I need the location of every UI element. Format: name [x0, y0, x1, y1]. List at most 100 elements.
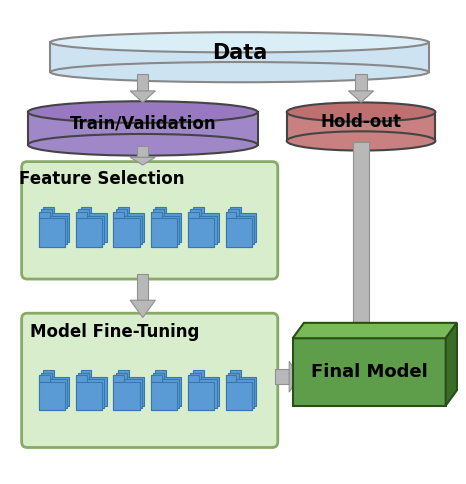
Text: Data: Data	[212, 43, 267, 63]
Polygon shape	[230, 207, 241, 213]
Polygon shape	[76, 218, 102, 247]
Polygon shape	[193, 377, 219, 406]
Polygon shape	[226, 218, 252, 247]
Polygon shape	[274, 369, 289, 384]
Polygon shape	[289, 362, 299, 392]
Polygon shape	[118, 370, 129, 377]
Polygon shape	[226, 375, 236, 381]
Polygon shape	[130, 91, 155, 103]
Polygon shape	[155, 213, 181, 242]
Polygon shape	[39, 212, 49, 218]
Ellipse shape	[50, 32, 429, 52]
Polygon shape	[76, 381, 102, 410]
Polygon shape	[43, 207, 54, 213]
Polygon shape	[151, 381, 177, 410]
Text: Hold-out: Hold-out	[321, 113, 402, 131]
FancyBboxPatch shape	[21, 313, 278, 448]
Polygon shape	[293, 338, 445, 406]
Polygon shape	[118, 377, 144, 406]
Polygon shape	[137, 74, 148, 91]
Polygon shape	[81, 370, 91, 377]
Polygon shape	[228, 215, 254, 244]
Polygon shape	[41, 215, 67, 244]
Polygon shape	[191, 379, 217, 408]
Polygon shape	[118, 207, 129, 213]
Polygon shape	[188, 381, 214, 410]
Polygon shape	[353, 142, 369, 343]
Polygon shape	[43, 377, 69, 406]
Polygon shape	[39, 218, 65, 247]
Polygon shape	[153, 379, 179, 408]
Polygon shape	[188, 218, 214, 247]
Text: Model Fine-Tuning: Model Fine-Tuning	[30, 323, 199, 342]
Polygon shape	[226, 375, 236, 381]
Polygon shape	[153, 373, 164, 379]
Polygon shape	[39, 212, 49, 218]
Polygon shape	[114, 375, 124, 381]
Polygon shape	[356, 74, 367, 91]
Polygon shape	[118, 213, 144, 242]
Polygon shape	[114, 212, 124, 218]
Polygon shape	[188, 375, 199, 381]
Polygon shape	[114, 381, 140, 410]
Polygon shape	[76, 218, 102, 247]
Polygon shape	[230, 213, 256, 242]
Polygon shape	[114, 212, 124, 218]
Polygon shape	[114, 381, 140, 410]
Polygon shape	[445, 323, 457, 406]
Polygon shape	[39, 381, 65, 410]
Ellipse shape	[287, 131, 435, 151]
Polygon shape	[76, 212, 87, 218]
Polygon shape	[116, 373, 127, 379]
Polygon shape	[226, 381, 252, 410]
Polygon shape	[116, 209, 127, 215]
Polygon shape	[155, 207, 166, 213]
Polygon shape	[151, 218, 177, 247]
Polygon shape	[191, 215, 217, 244]
Polygon shape	[78, 215, 104, 244]
Polygon shape	[191, 209, 201, 215]
Polygon shape	[228, 209, 239, 215]
Polygon shape	[39, 381, 65, 410]
Polygon shape	[230, 377, 256, 406]
Polygon shape	[114, 375, 124, 381]
Polygon shape	[151, 212, 162, 218]
Polygon shape	[41, 373, 52, 379]
Polygon shape	[78, 209, 89, 215]
Polygon shape	[228, 373, 239, 379]
Polygon shape	[349, 91, 374, 103]
Polygon shape	[188, 212, 199, 218]
Polygon shape	[151, 218, 177, 247]
Ellipse shape	[28, 101, 258, 123]
Polygon shape	[188, 381, 214, 410]
Polygon shape	[114, 218, 140, 247]
Polygon shape	[226, 212, 236, 218]
Text: Feature Selection: Feature Selection	[19, 170, 184, 188]
Polygon shape	[193, 207, 204, 213]
Polygon shape	[39, 218, 65, 247]
Polygon shape	[188, 218, 214, 247]
Polygon shape	[41, 209, 52, 215]
Text: Final Model: Final Model	[311, 363, 427, 381]
Polygon shape	[81, 377, 107, 406]
Polygon shape	[78, 379, 104, 408]
Polygon shape	[130, 157, 155, 165]
Polygon shape	[345, 343, 377, 367]
Polygon shape	[41, 379, 67, 408]
Polygon shape	[151, 381, 177, 410]
Polygon shape	[39, 375, 49, 381]
Polygon shape	[151, 375, 162, 381]
Polygon shape	[226, 212, 236, 218]
FancyBboxPatch shape	[21, 162, 278, 279]
Polygon shape	[76, 212, 87, 218]
Polygon shape	[50, 42, 429, 72]
Polygon shape	[230, 370, 241, 377]
Polygon shape	[155, 370, 166, 377]
Ellipse shape	[28, 134, 258, 156]
Polygon shape	[76, 375, 87, 381]
Polygon shape	[226, 218, 252, 247]
Polygon shape	[28, 112, 258, 145]
Polygon shape	[191, 373, 201, 379]
Polygon shape	[43, 213, 69, 242]
Polygon shape	[188, 375, 199, 381]
